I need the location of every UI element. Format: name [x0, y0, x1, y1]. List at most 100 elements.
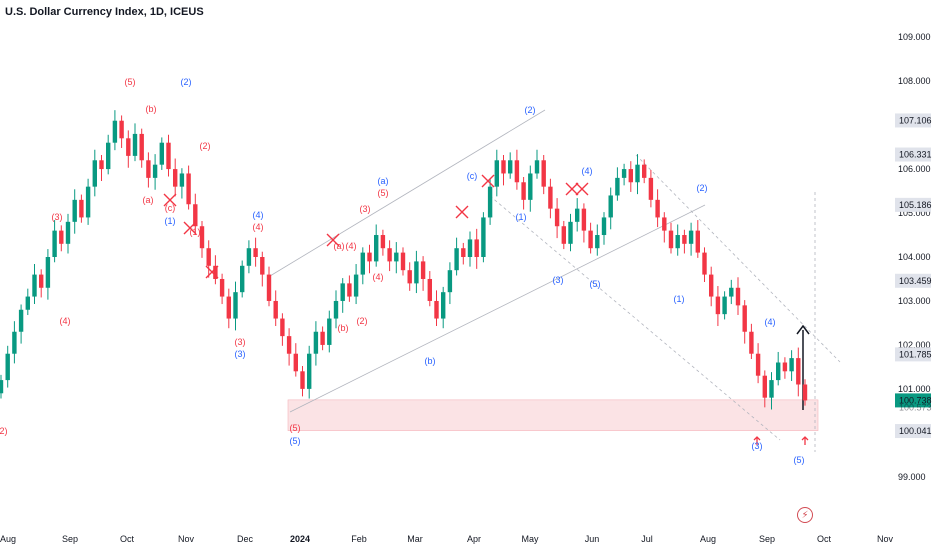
candle-body	[575, 208, 580, 222]
x-tick-label: Mar	[407, 534, 423, 544]
candle-body	[293, 353, 298, 372]
support-zone	[287, 399, 819, 431]
candle-body	[682, 235, 687, 244]
candle-body	[648, 177, 654, 200]
candle-body	[273, 300, 278, 319]
candle-body	[307, 353, 312, 389]
wave-label: (3)	[235, 337, 246, 347]
candle-body	[5, 353, 10, 381]
candle-body	[360, 252, 365, 275]
candle-body	[501, 160, 506, 174]
wave-label: (1)	[674, 294, 685, 304]
candle-body	[280, 318, 285, 337]
candle-body	[179, 173, 185, 187]
x-tick-label: Nov	[178, 534, 195, 544]
candle-body	[320, 331, 325, 345]
candle-body	[152, 164, 158, 178]
candle-body	[233, 292, 238, 319]
candle-body	[769, 380, 774, 398]
candle-body	[782, 362, 788, 372]
candle-body	[461, 248, 466, 257]
candle-body	[260, 257, 265, 275]
price-label-box	[895, 273, 931, 288]
y-tick-label: 109.000	[898, 32, 931, 42]
candle-body	[776, 362, 781, 381]
y-tick-label: 103.000	[898, 296, 931, 306]
x-tick-label: Nov	[877, 534, 894, 544]
price-label: 100.738	[899, 395, 932, 405]
candle-body	[447, 270, 453, 293]
candle-body	[722, 296, 727, 315]
candle-body	[106, 142, 111, 170]
candle-body	[353, 274, 359, 297]
candle-body	[742, 305, 747, 332]
x-tick-label: Dec	[237, 534, 254, 544]
wave-label: (2)	[181, 77, 192, 87]
candle-body	[193, 204, 198, 227]
wave-label: (c)	[467, 171, 478, 181]
candle-body	[441, 292, 446, 319]
candle-body	[39, 274, 44, 288]
wave-label: (3)	[235, 349, 246, 359]
candle-body	[65, 221, 71, 244]
candle-body	[112, 120, 118, 143]
wave-label: (1)	[165, 216, 176, 226]
candle-body	[709, 274, 714, 297]
wave-label: (5)	[125, 77, 136, 87]
y-tick-label: 108.000	[898, 76, 931, 86]
candle-body	[796, 358, 801, 385]
wave-label: (4)	[373, 272, 384, 282]
candle-body	[400, 252, 406, 271]
wave-label: (1)	[190, 227, 201, 237]
price-label-box	[895, 197, 931, 212]
price-label: 106.331	[899, 150, 932, 160]
x-tick-label: May	[521, 534, 539, 544]
candle-body	[414, 261, 419, 284]
candle-body	[333, 300, 339, 319]
candle-body	[266, 274, 272, 301]
candle-body	[802, 384, 808, 401]
candle-body	[434, 300, 439, 319]
candle-body	[762, 375, 767, 398]
candle-body	[394, 252, 399, 262]
wave-label: (2)	[0, 426, 8, 436]
wave-label: (5)	[290, 423, 301, 433]
red-arrow-icon	[753, 436, 761, 445]
candle-body	[85, 186, 91, 218]
candle-body	[581, 208, 587, 231]
wave-label: (4)	[346, 241, 357, 251]
wave-label: (4)	[582, 166, 593, 176]
x-tick-label: Oct	[120, 534, 135, 544]
wave-label: (a)	[334, 241, 345, 251]
candle-body	[420, 261, 426, 279]
candle-body	[675, 235, 680, 249]
wave-label: (3)	[752, 441, 763, 451]
candle-body	[72, 199, 77, 222]
candle-body	[173, 169, 178, 187]
candle-body	[601, 217, 607, 236]
wave-label: (c)	[165, 203, 176, 213]
candle-body	[508, 160, 513, 174]
candle-body	[481, 217, 486, 257]
flash-icon[interactable]: ⚡	[797, 507, 813, 523]
wave-label: (2)	[357, 316, 368, 326]
x-tick-label: Aug	[700, 534, 716, 544]
candle-body	[755, 353, 761, 376]
candle-body	[347, 283, 352, 297]
price-label: 105.186	[899, 200, 932, 210]
y-tick-label: 102.000	[898, 340, 931, 350]
candle-body	[32, 274, 37, 297]
candle-body	[166, 142, 171, 170]
candle-body	[380, 235, 386, 249]
candle-body	[300, 371, 305, 389]
candle-body	[655, 199, 660, 218]
candle-body	[628, 169, 633, 183]
x-mark-icon	[575, 182, 589, 196]
candle-body	[92, 160, 97, 187]
wave-label: (b)	[425, 356, 436, 366]
price-label: 107.106	[899, 115, 932, 125]
candle-body	[534, 160, 540, 174]
candle-body	[568, 221, 573, 244]
down-channel-upper	[635, 154, 841, 363]
